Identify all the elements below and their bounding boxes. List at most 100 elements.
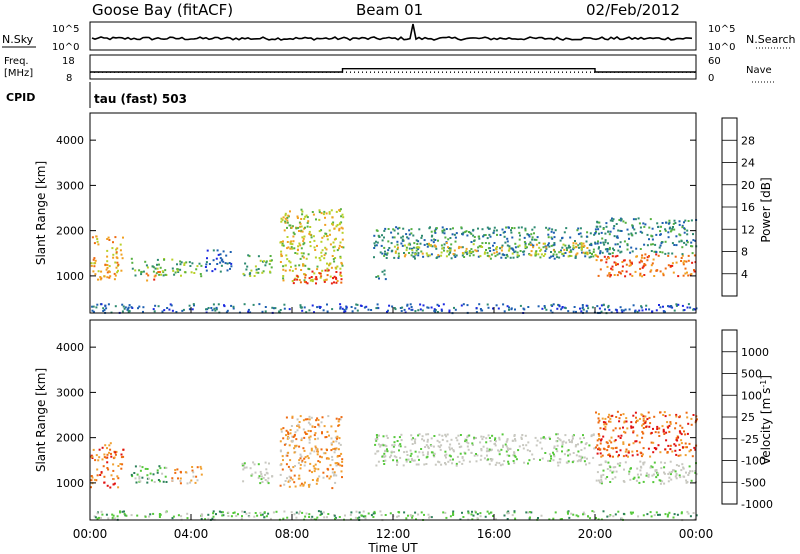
data-cell (624, 308, 627, 311)
data-cell (331, 471, 334, 474)
data-cell (318, 425, 321, 428)
freq-unit: [MHz] (4, 68, 33, 79)
data-cell (398, 444, 400, 447)
data-cell (642, 514, 645, 517)
data-cell (567, 310, 570, 313)
data-cell (454, 240, 457, 243)
data-cell (626, 244, 629, 247)
data-cell (445, 516, 448, 519)
data-cell (559, 239, 562, 242)
data-cell (410, 228, 413, 231)
data-cell (610, 441, 613, 444)
data-cell (695, 514, 698, 517)
data-cell (664, 240, 667, 243)
data-cell (318, 305, 321, 308)
data-cell (502, 303, 505, 306)
data-cell (617, 229, 620, 232)
data-cell (566, 461, 569, 464)
data-cell (604, 417, 607, 420)
data-cell (634, 411, 637, 414)
data-cell (326, 267, 329, 270)
data-cell (643, 274, 646, 276)
data-cell (511, 252, 514, 255)
data-cell (314, 438, 317, 441)
power-panel-frame (89, 112, 697, 314)
data-cell (249, 467, 252, 470)
data-cell (474, 249, 477, 252)
data-cell (635, 247, 638, 250)
data-cell (639, 451, 642, 454)
data-cell (309, 233, 312, 236)
data-cell (318, 218, 321, 221)
data-cell (579, 242, 582, 245)
data-cell (670, 470, 673, 473)
data-cell (282, 427, 285, 430)
data-cell (290, 226, 293, 229)
data-cell (513, 511, 516, 514)
data-cell (330, 282, 333, 285)
data-cell (632, 477, 635, 480)
data-cell (106, 249, 109, 252)
data-cell (686, 239, 688, 242)
data-cell (327, 269, 330, 272)
data-cell (445, 435, 448, 438)
data-cell (255, 268, 258, 271)
data-cell (504, 256, 507, 259)
data-cell (242, 464, 245, 467)
data-cell (498, 450, 501, 453)
data-cell (304, 418, 307, 421)
data-cell (600, 455, 603, 458)
data-cell (629, 273, 632, 276)
data-cell (605, 225, 608, 228)
data-cell (582, 308, 585, 311)
data-cell (300, 437, 303, 440)
data-cell (584, 443, 587, 446)
data-cell (222, 250, 225, 253)
data-cell (428, 227, 431, 230)
data-cell (556, 461, 559, 464)
data-cell (667, 444, 670, 447)
data-cell (513, 462, 516, 465)
data-cell (411, 443, 414, 445)
data-cell (551, 237, 554, 240)
data-cell (668, 305, 671, 308)
data-cell (499, 464, 502, 467)
data-cell (621, 270, 624, 273)
data-cell (475, 311, 478, 314)
data-cell (495, 251, 498, 253)
data-cell (651, 243, 654, 246)
data-cell (113, 278, 116, 281)
data-cell (398, 226, 401, 229)
data-cell (204, 266, 207, 268)
data-cell (449, 247, 452, 250)
data-cell (594, 242, 597, 245)
data-cell (331, 255, 334, 257)
data-cell (642, 415, 645, 418)
data-cell (633, 228, 636, 231)
data-cell (610, 267, 613, 270)
data-cell (90, 262, 93, 265)
data-cell (669, 460, 672, 463)
data-cell (597, 413, 600, 416)
data-cell (336, 462, 339, 464)
data-cell (687, 422, 690, 425)
data-cell (626, 243, 629, 246)
data-cell (608, 439, 611, 442)
data-cell (613, 225, 616, 227)
data-cell (97, 270, 100, 273)
data-cell (95, 235, 98, 238)
data-cell (465, 247, 468, 250)
data-cell (340, 215, 343, 218)
data-cell (514, 517, 517, 520)
data-cell (664, 513, 667, 516)
data-cell (358, 511, 361, 514)
data-cell (309, 462, 312, 465)
data-cell (649, 270, 652, 273)
data-cell (317, 419, 320, 421)
data-cell (481, 242, 484, 245)
data-cell (630, 467, 632, 470)
data-cell (447, 460, 450, 463)
data-cell (295, 516, 298, 519)
data-cell (628, 259, 631, 262)
data-cell (268, 263, 271, 266)
